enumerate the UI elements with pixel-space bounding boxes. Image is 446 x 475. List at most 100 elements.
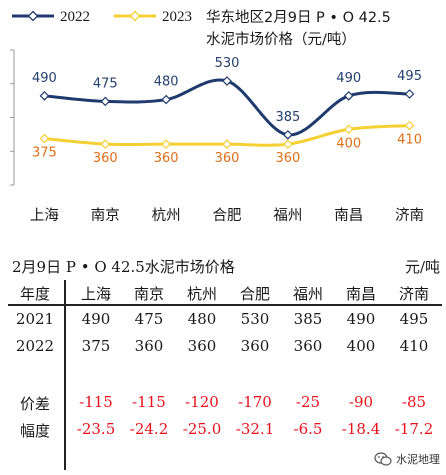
watermark-text: 水泥地理	[396, 453, 440, 466]
category-label: 济南	[395, 207, 424, 224]
row-label: 幅度	[19, 422, 50, 440]
chart-subtitle: 水泥市场价格（元/吨）	[206, 31, 356, 48]
table-cell: 490	[346, 310, 376, 328]
data-label: 410	[397, 133, 422, 148]
data-point	[222, 76, 232, 86]
table-cell: 360	[134, 337, 164, 355]
chart-series	[39, 76, 415, 149]
table-cell: 385	[293, 310, 323, 328]
data-point	[100, 96, 111, 107]
data-label: 360	[154, 151, 179, 166]
chart-title: 华东地区2月9日 P • O 42.5	[206, 9, 391, 26]
table-cell: 400	[346, 337, 376, 355]
table-row: 2021 490 475 480 530 385 490 495	[0, 310, 446, 332]
table-cell: 杭州	[186, 285, 217, 303]
watermark: 水泥地理	[374, 451, 440, 467]
data-label: 490	[336, 71, 361, 86]
table-cell: -24.2	[129, 420, 169, 438]
table-cell: -170	[238, 393, 272, 411]
row-label: 2021	[15, 310, 55, 328]
table-cell: -85	[401, 393, 427, 411]
data-label: 475	[93, 76, 118, 91]
table-cell: 530	[240, 310, 270, 328]
chart-legend: 2022 2023	[12, 9, 192, 25]
data-label: 360	[215, 151, 240, 166]
table-cell: 合肥	[239, 285, 270, 303]
table-cell: 南京	[133, 285, 164, 303]
table-vertical-divider	[64, 280, 66, 470]
data-point	[161, 139, 171, 149]
row-label: 价差	[19, 395, 50, 413]
data-point	[39, 91, 50, 101]
chart-axes	[10, 49, 15, 186]
data-label: 375	[32, 146, 57, 161]
table-cell: -115	[79, 393, 113, 411]
category-label: 南昌	[334, 207, 363, 224]
table-cell: 495	[399, 310, 429, 328]
category-label: 福州	[273, 207, 302, 224]
table-cell: 南昌	[345, 285, 376, 303]
data-point	[404, 120, 415, 131]
table-cell: 360	[187, 337, 217, 355]
table-row: 价差 -115 -115 -120 -170 -25 -90 -85	[0, 393, 446, 415]
data-label: 400	[336, 136, 361, 151]
category-label: 杭州	[152, 207, 181, 224]
table-cell: -6.5	[293, 420, 323, 438]
legend-label: 2022	[60, 9, 90, 25]
table-cell: -17.2	[394, 420, 434, 438]
table-cell: -32.1	[235, 420, 275, 438]
data-label: 360	[93, 151, 118, 166]
data-label: 495	[397, 69, 422, 84]
row-label: 年度	[19, 285, 50, 303]
data-point	[283, 139, 293, 149]
table-cell: -25	[295, 393, 321, 411]
data-label: 360	[275, 151, 300, 166]
data-point	[222, 139, 232, 149]
table-cell: 410	[399, 337, 429, 355]
category-label: 上海	[30, 207, 59, 224]
price-line-chart: 2022 2023 华东地区2月9日 P • O 42.5 水泥市场价格（元/吨）…	[10, 9, 424, 224]
table-cell: -18.4	[341, 420, 381, 438]
data-point	[343, 91, 354, 101]
table-cell: -90	[348, 393, 374, 411]
table-cell: 360	[240, 337, 270, 355]
data-point	[100, 139, 111, 149]
category-label: 南京	[91, 207, 120, 224]
table-row: 幅度 -23.5 -24.2 -25.0 -32.1 -6.5 -18.4 -17.2	[0, 420, 446, 442]
chart-category-labels: 上海 南京 杭州 合肥 福州 南昌 济南	[30, 207, 424, 224]
row-label: 2022	[15, 337, 55, 355]
table-cell: -25.0	[182, 420, 222, 438]
data-point	[343, 124, 354, 135]
table-cell: 济南	[398, 285, 429, 303]
table-cell: 上海	[80, 285, 111, 303]
table-row: 2022 375 360 360 360 360 400 410	[0, 337, 446, 359]
legend-marker	[27, 10, 39, 22]
table-cell: 360	[293, 337, 323, 355]
table-header-divider	[8, 304, 442, 306]
table-cell: 475	[134, 310, 164, 328]
data-label: 480	[154, 75, 179, 90]
wechat-icon	[374, 452, 392, 466]
table-cell: 福州	[292, 285, 323, 303]
table-cell: -23.5	[76, 420, 116, 438]
data-label: 530	[215, 56, 240, 71]
category-label: 合肥	[213, 207, 242, 224]
table-cell: -115	[132, 393, 166, 411]
table-cell: 375	[81, 337, 111, 355]
table-header-row: 年度 上海 南京 杭州 合肥 福州 南昌 济南	[0, 283, 446, 305]
legend-marker	[129, 10, 141, 22]
data-point	[404, 89, 415, 99]
legend-label: 2023	[162, 9, 192, 25]
table-unit: 元/吨	[404, 258, 440, 276]
table-cell: 490	[81, 310, 111, 328]
price-table: 2月9日 P • O 42.5水泥市场价格 元/吨 年度 上海 南京 杭州 合肥 福州 南昌…	[0, 250, 446, 475]
data-point	[161, 94, 171, 105]
data-label: 490	[32, 71, 57, 86]
table-cell: -120	[185, 393, 219, 411]
data-point	[39, 133, 50, 144]
data-point	[283, 130, 293, 140]
chart-data-labels: 490 475 480 530 385 490 495 375 360 360 360 360 400 4…	[32, 56, 422, 166]
table-title: 2月9日 P • O 42.5水泥市场价格	[12, 258, 235, 276]
table-cell: 480	[187, 310, 217, 328]
data-label: 385	[275, 110, 300, 125]
